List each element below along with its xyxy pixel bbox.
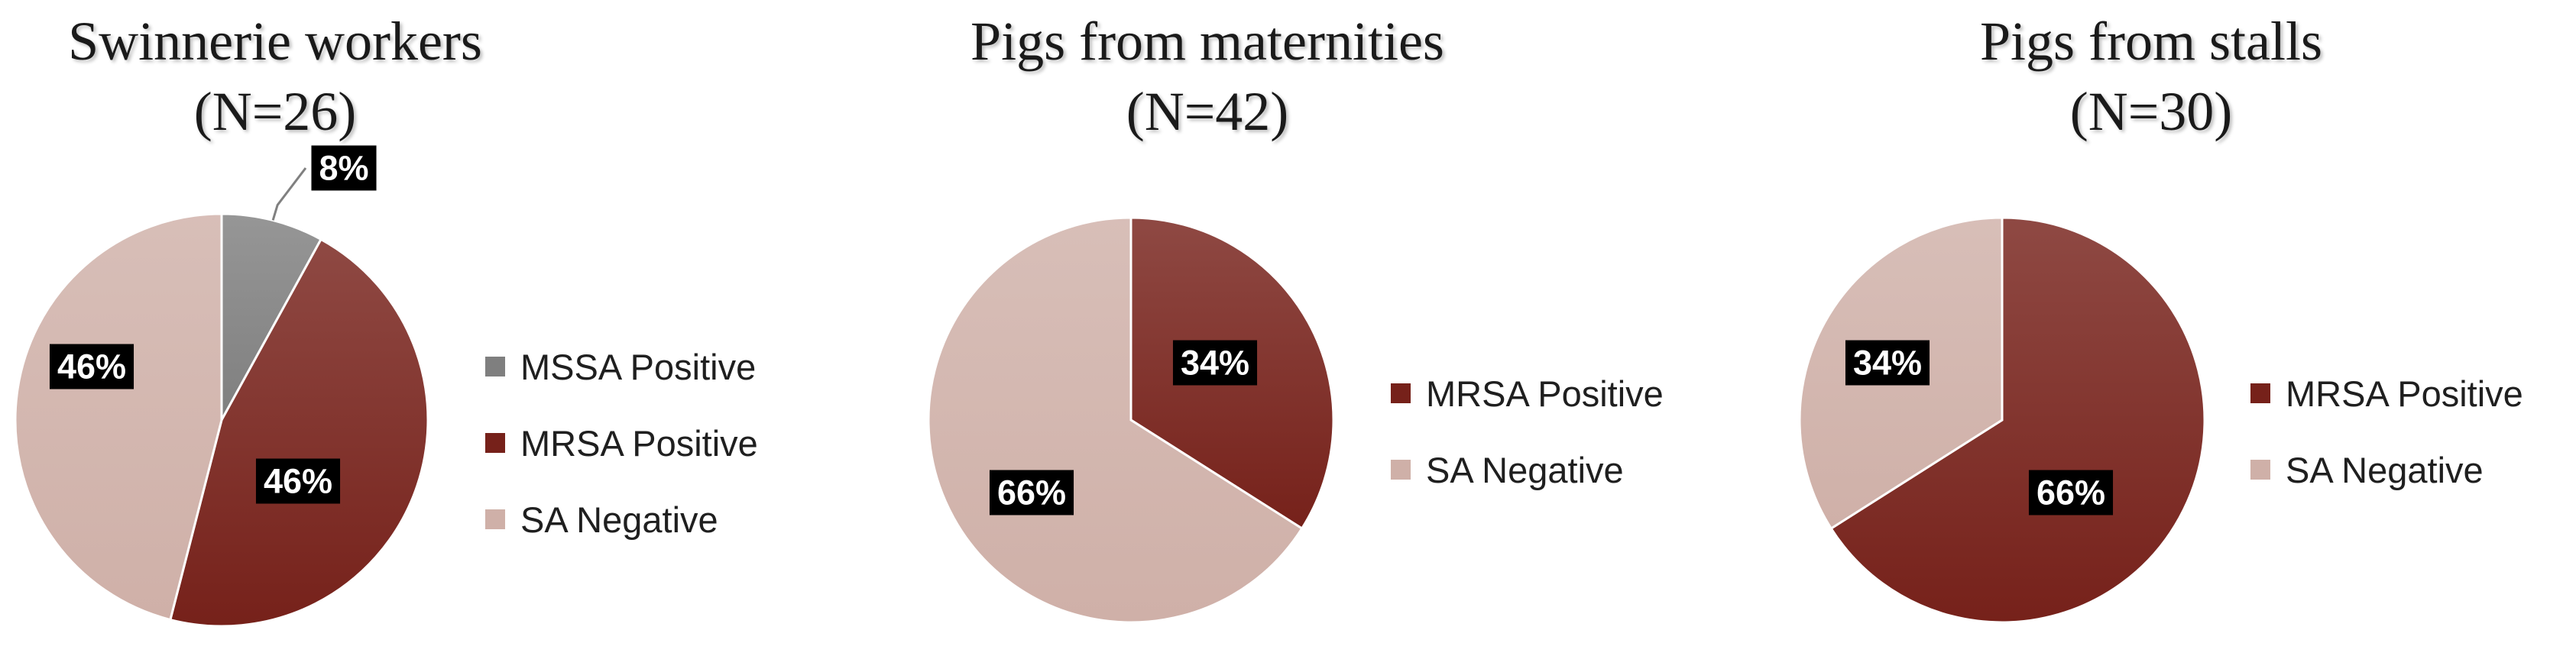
data-label-sa-negative: 34% — [1853, 344, 1922, 383]
legend-item-mrsa-positive: MRSA Positive — [1391, 355, 1664, 431]
legend-swatch-mssa-positive — [485, 357, 505, 376]
legend-item-mrsa-positive: MRSA Positive — [485, 405, 758, 481]
legend-swatch-sa-negative — [485, 509, 505, 529]
data-label-box-sa-negative — [1845, 340, 1930, 386]
pie-slice-mssa-positive — [220, 212, 323, 421]
legend-swatch-mrsa-positive — [1391, 383, 1411, 403]
data-label-box-mrsa-positive — [255, 458, 341, 504]
legend-item-mrsa-positive: MRSA Positive — [2250, 355, 2523, 431]
chart-title-line2: (N=42) — [1126, 81, 1289, 142]
pie-slice-mrsa-positive — [169, 238, 429, 628]
data-label-mssa-positive: 8% — [319, 149, 368, 188]
data-label-mrsa-positive: 66% — [2036, 473, 2105, 512]
chart-pigs-from-stalls: Pigs from stalls (N=30) 66% 34% MRSA Posi… — [1758, 0, 2576, 656]
pie-chart: 8% 46% 46% — [14, 145, 429, 628]
chart-title-line1: Pigs from maternities — [970, 11, 1444, 72]
legend-label-sa-negative: SA Negative — [520, 499, 718, 540]
chart-legend: MSSA Positive MRSA Positive SA Negative — [485, 328, 758, 557]
legend-swatch-mrsa-positive — [2250, 383, 2270, 403]
chart-title: Pigs from maternities (N=42) — [902, 6, 1513, 147]
data-label-sa-negative: 46% — [57, 347, 126, 386]
chart-title: Swinnerie workers (N=26) — [0, 6, 550, 147]
pie-chart: 34% 66% — [927, 216, 1335, 624]
data-label-mrsa-positive: 34% — [1181, 344, 1249, 383]
chart-title-line2: (N=30) — [2069, 81, 2233, 142]
legend-item-mssa-positive: MSSA Positive — [485, 328, 758, 405]
chart-legend: MRSA Positive SA Negative — [2250, 355, 2523, 508]
pie-slice-sa-negative — [14, 212, 223, 622]
legend-swatch-sa-negative — [2250, 460, 2270, 480]
legend-item-sa-negative: SA Negative — [1391, 431, 1664, 508]
legend-label-sa-negative: SA Negative — [2286, 449, 2484, 490]
chart-legend: MRSA Positive SA Negative — [1391, 355, 1664, 508]
legend-swatch-mrsa-positive — [485, 433, 505, 453]
data-label-box-mssa-positive — [311, 145, 377, 191]
chart-pigs-from-maternities: Pigs from maternities (N=42) 34% 66% MRSA… — [902, 0, 1742, 656]
chart-title-line1: Swinnerie workers — [68, 11, 482, 72]
pie-slice-sa-negative — [927, 216, 1304, 624]
legend-label-mrsa-positive: MRSA Positive — [1426, 373, 1664, 414]
chart-title-line2: (N=26) — [193, 81, 357, 142]
data-label-box-sa-negative — [49, 344, 134, 389]
data-label-box-mrsa-positive — [2028, 470, 2114, 515]
chart-swinnerie-workers: Swinnerie workers (N=26) 8% 46% 46% MSSA P… — [0, 0, 841, 656]
pie-chart: 66% 34% — [1798, 216, 2206, 624]
chart-title: Pigs from stalls (N=30) — [1758, 6, 2545, 147]
legend-item-sa-negative: SA Negative — [485, 481, 758, 557]
data-label-mrsa-positive: 46% — [264, 462, 332, 501]
data-label-sa-negative: 66% — [997, 473, 1066, 512]
pie-slice-mrsa-positive — [1829, 216, 2206, 624]
legend-label-mrsa-positive: MRSA Positive — [2286, 373, 2523, 414]
legend-label-mssa-positive: MSSA Positive — [520, 346, 757, 387]
data-label-leader-line — [271, 167, 307, 221]
legend-label-mrsa-positive: MRSA Positive — [520, 422, 758, 464]
legend-item-sa-negative: SA Negative — [2250, 431, 2523, 508]
data-label-box-mrsa-positive — [1172, 340, 1258, 386]
data-label-box-sa-negative — [989, 470, 1074, 515]
legend-label-sa-negative: SA Negative — [1426, 449, 1624, 490]
legend-swatch-sa-negative — [1391, 460, 1411, 480]
chart-title-line1: Pigs from stalls — [1979, 11, 2323, 72]
